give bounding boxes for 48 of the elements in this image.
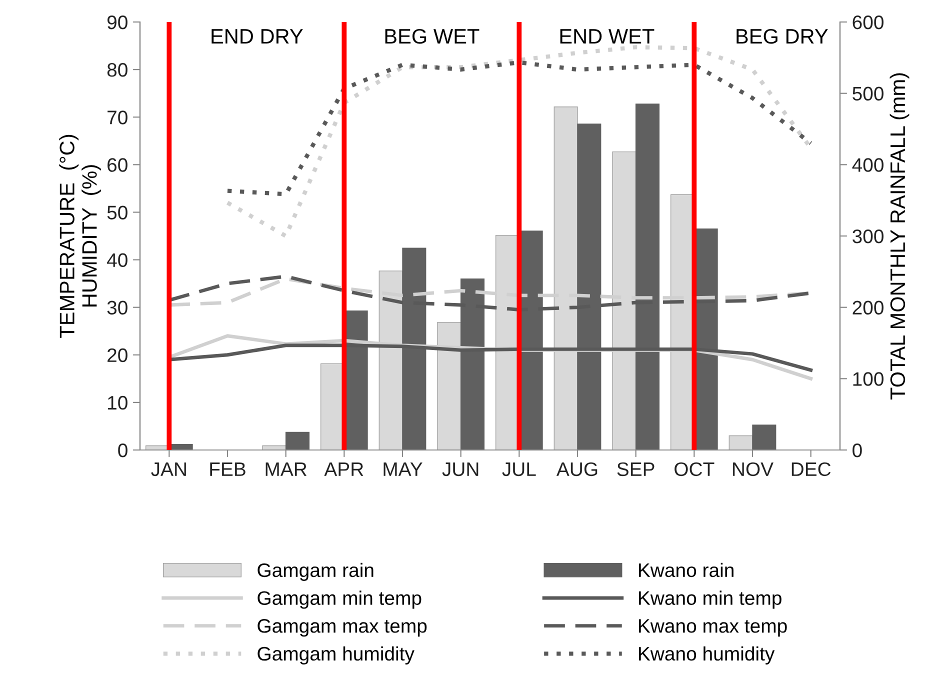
bar [752, 424, 776, 450]
y2-tick-label: 100 [853, 372, 884, 386]
legend-label: Kwano humidity [639, 646, 775, 664]
x-tick-label: FEB [210, 462, 246, 476]
y-axis-title: TEMPERATURE (°C) HUMIDITY (%) [59, 134, 102, 338]
y2-tick-label: 200 [852, 300, 884, 315]
y2-tick-label: 0 [852, 443, 862, 458]
ref-line-label: END DRY [212, 29, 303, 44]
legend-label: Gamgam min temp [258, 590, 422, 609]
y-tick-label: 30 [107, 300, 128, 315]
y-tick-label: 80 [107, 63, 128, 77]
ref-line-label: BEG DRY [736, 28, 828, 44]
legend-label: Kwano rain [639, 562, 734, 578]
x-tick-label: OCT [674, 462, 714, 476]
x-tick-label: MAR [266, 462, 307, 476]
y2-tick-label: 300 [852, 229, 884, 244]
ref-line-label: BEG WET [385, 28, 480, 44]
x-tick-label: MAY [384, 462, 422, 476]
y-tick-label: 60 [108, 158, 128, 172]
x-tick-label: JUL [502, 462, 536, 476]
y2-tick-label: 600 [852, 15, 884, 30]
y-tick-label: 40 [107, 253, 128, 268]
line-series [225, 60, 813, 196]
bar [728, 435, 753, 450]
y2-axis-title: TOTAL MONTHLY RAINFALL (mm) [890, 73, 910, 400]
ref-line-label: END WET [560, 29, 654, 44]
legend-label: Kwano max temp [639, 619, 787, 637]
line-series [225, 45, 813, 238]
y-tick-label: 0 [118, 443, 128, 458]
x-tick-label: AUG [556, 462, 598, 476]
y-tick-label: 50 [107, 206, 128, 220]
x-tick-label: JAN [151, 462, 186, 476]
x-tick-label: APR [324, 462, 364, 476]
bar [285, 432, 310, 450]
y2-tick-label: 500 [852, 86, 884, 101]
x-tick-label: JUN [442, 462, 478, 476]
legend-label: Kwano min temp [639, 590, 782, 609]
y-tick-label: 90 [107, 15, 128, 30]
x-tick-label: DEC [792, 462, 831, 476]
y-tick-label: 70 [108, 110, 128, 124]
y2-tick-label: 400 [852, 158, 884, 172]
x-tick-label: SEP [617, 462, 654, 476]
legend-label: Gamgam humidity [258, 646, 414, 664]
y-tick-label: 10 [108, 396, 128, 410]
legend-label: Gamgam max temp [258, 619, 427, 637]
legend-label: Gamgam rain [258, 562, 374, 581]
y-tick-label: 20 [108, 348, 128, 362]
x-tick-label: NOV [733, 462, 774, 476]
